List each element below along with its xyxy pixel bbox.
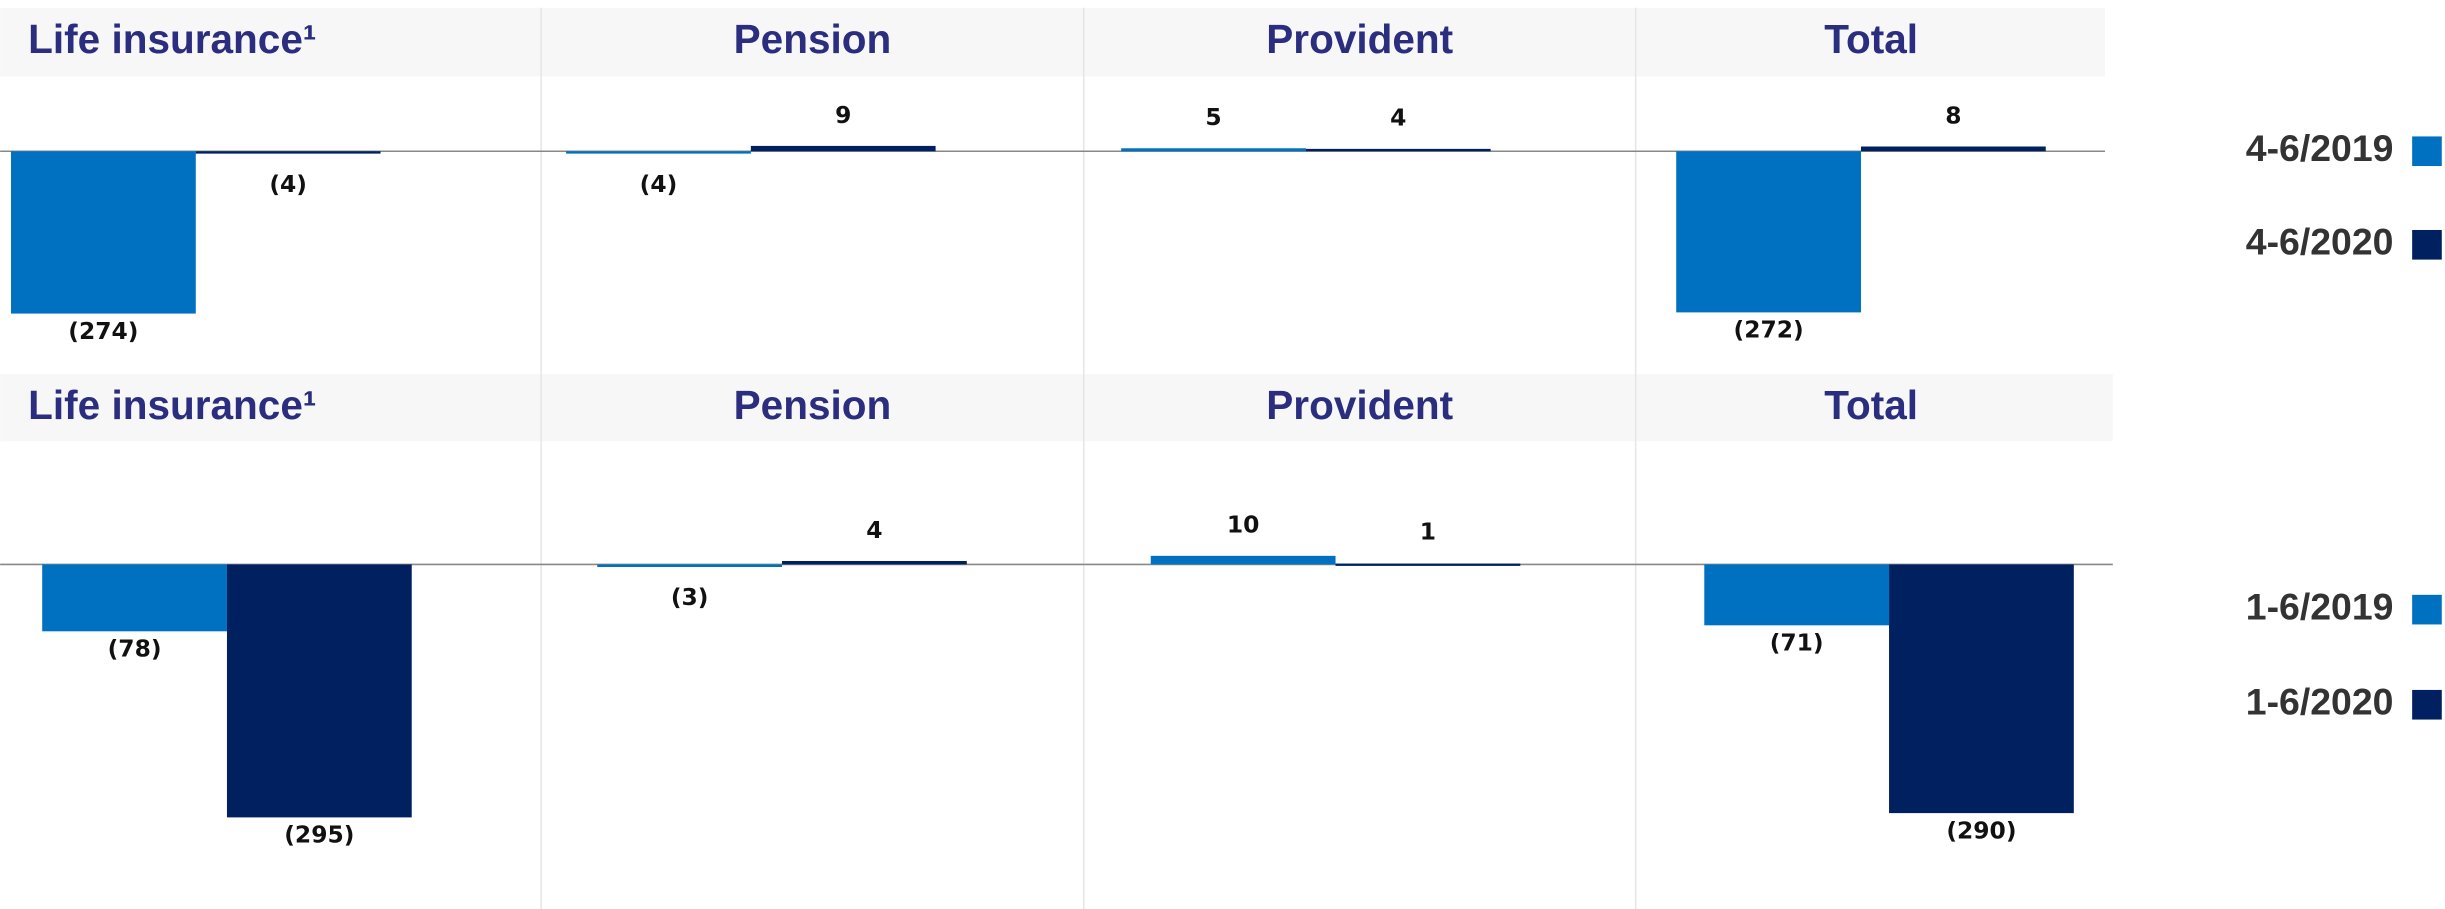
bar [195,151,381,154]
bar [42,564,227,632]
data-label: 1 [1420,518,1436,546]
data-label: (71) [1770,629,1824,657]
bar [750,145,936,152]
data-label: 5 [1205,103,1221,131]
data-label: (4) [640,170,678,198]
legend-swatch [2412,229,2442,260]
category-header: Total [1824,382,1918,428]
data-label: (295) [284,821,354,849]
category-header: Pension [734,382,892,428]
bar [1676,151,1861,313]
data-label: 9 [835,101,851,129]
data-label: (3) [671,583,709,611]
data-label: 4 [866,516,882,544]
data-label: 8 [1945,101,1961,129]
data-label: (274) [68,317,138,345]
data-label: 4 [1390,104,1406,132]
data-label: (272) [1734,316,1804,344]
category-header: Provident [1266,16,1453,62]
legend-swatch [2412,136,2442,167]
bar [1860,146,2046,152]
bar [11,151,196,314]
data-label: (290) [1946,816,2016,844]
legend-label: 4-6/2020 [2246,221,2394,263]
bar [566,151,751,154]
category-header: Provident [1266,382,1453,428]
legend-label: 1-6/2020 [2246,681,2394,723]
category-header: Pension [734,16,892,62]
legend-swatch [2412,689,2442,720]
legend-label: 4-6/2019 [2246,127,2394,169]
data-label: (4) [269,170,307,198]
legend-swatch [2412,594,2442,625]
category-header: Life insurance¹ [28,382,316,428]
bar [782,560,967,565]
bar [1121,148,1306,152]
bar [1704,564,1890,626]
data-label: (78) [108,635,162,663]
header-band [0,374,2113,442]
legend-label: 1-6/2019 [2246,586,2394,628]
header-band [0,7,2105,77]
bar [1889,564,2074,814]
bar [597,564,783,567]
bar [1305,148,1491,152]
category-header: Life insurance¹ [28,16,316,62]
bar [1150,555,1336,565]
bar [1335,563,1521,566]
bar [226,564,412,818]
data-label: 10 [1227,511,1260,539]
category-header: Total [1824,16,1918,62]
